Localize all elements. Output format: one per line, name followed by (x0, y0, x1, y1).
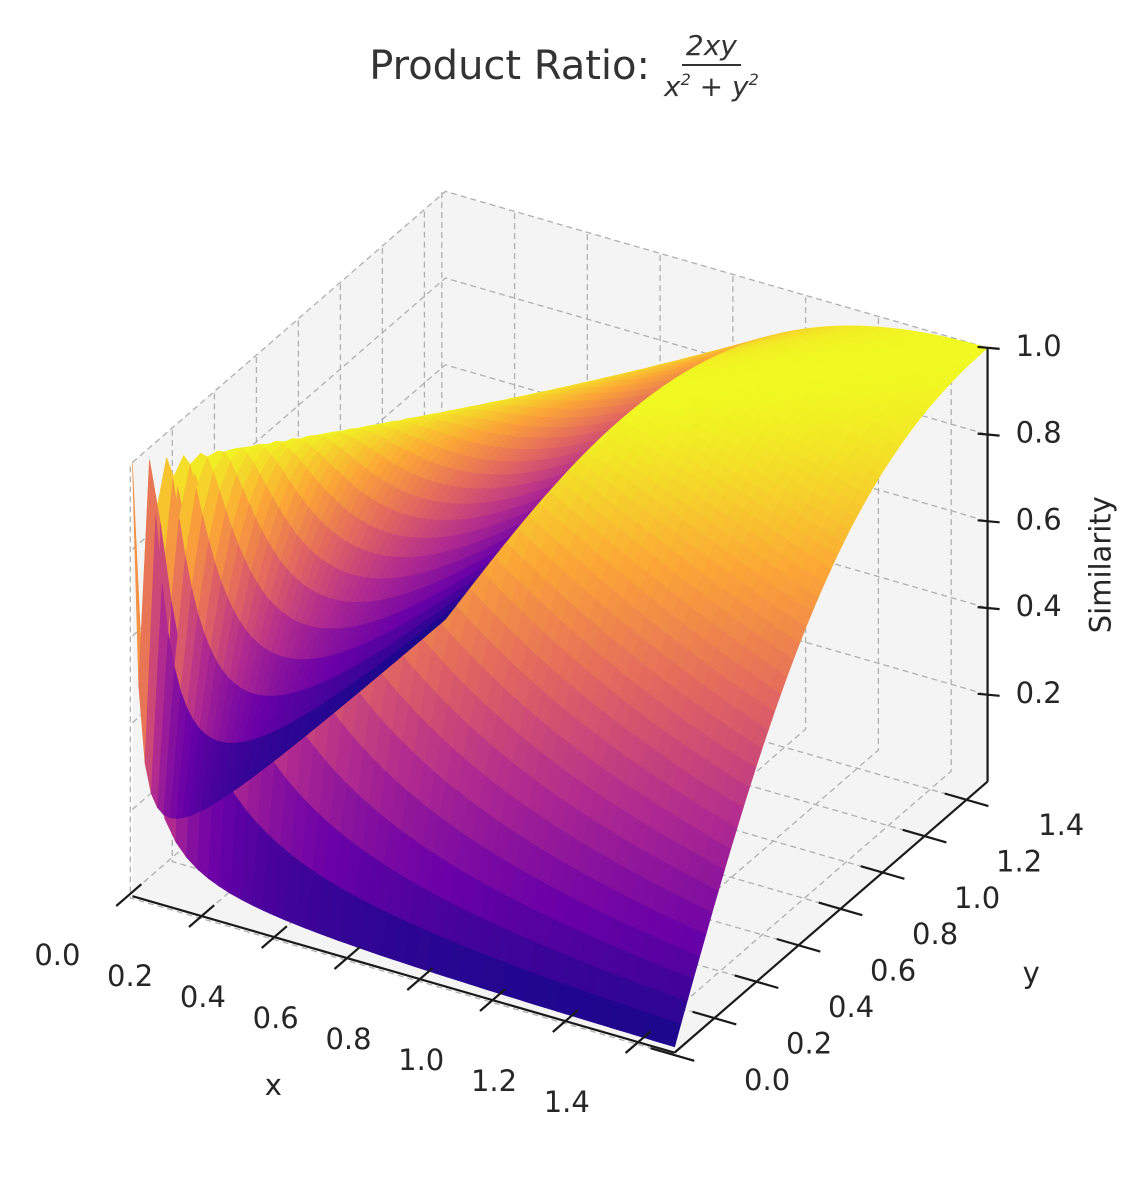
x-tick-mark (188, 904, 215, 928)
surface-patch (218, 779, 237, 894)
y-tick-label: 1.4 (1038, 808, 1084, 842)
z-tick-label: 0.2 (1016, 676, 1062, 710)
y-tick-label: 1.2 (996, 845, 1042, 879)
formula-den-y-exp: 2 (748, 69, 759, 89)
formula-numerator: 2xy (681, 31, 741, 66)
y-tick-label: 0.2 (786, 1026, 832, 1060)
y-tick-mark (734, 974, 779, 990)
z-axis-label: Similarity (1084, 496, 1118, 633)
x-axis-label: x (265, 1068, 282, 1102)
y-tick-label: 1.0 (954, 881, 1000, 915)
y-tick-mark (818, 901, 863, 917)
gridline-z (131, 190, 988, 463)
x-tick-label: 0.8 (325, 1022, 371, 1056)
y-tick-mark (902, 828, 947, 844)
x-axis-line (132, 895, 675, 1054)
y-tick-label: 0.6 (870, 954, 916, 988)
chart-title-formula: 2xy x2 + y2 (664, 31, 759, 101)
chart-title: Product Ratio: 2xy x2 + y2 (0, 26, 1128, 106)
y-tick-mark (776, 937, 821, 953)
y-axis-label: y (1023, 956, 1040, 990)
z-tick-mark (977, 345, 1000, 350)
surface-patch (438, 604, 457, 625)
y-tick-mark (650, 1047, 695, 1062)
x-tick-mark (406, 967, 434, 991)
x-tick-mark (479, 988, 506, 1012)
z-tick-label: 0.6 (1016, 502, 1062, 536)
z-tick-label: 0.8 (1016, 416, 1062, 450)
x-tick-label: 1.2 (471, 1064, 517, 1098)
z-tick-mark (977, 519, 1000, 524)
z-tick-mark (977, 606, 1000, 611)
formula-den-plus: + (690, 69, 733, 103)
chart-title-prefix: Product Ratio: (369, 43, 650, 89)
y-tick-label: 0.0 (744, 1063, 790, 1097)
x-tick-mark (624, 1030, 652, 1054)
formula-denominator: x2 + y2 (664, 66, 759, 101)
x-tick-mark (115, 883, 143, 907)
formula-den-y: y (732, 69, 749, 103)
x-tick-label: 0.0 (34, 938, 80, 972)
x-tick-label: 1.0 (398, 1043, 444, 1077)
y-tick-label: 0.4 (828, 990, 874, 1024)
formula-den-x-exp: 2 (680, 69, 691, 89)
gridline-x (637, 337, 952, 1043)
x-tick-label: 0.2 (107, 959, 153, 993)
x-tick-label: 0.6 (253, 1001, 299, 1035)
y-tick-mark (860, 865, 905, 880)
y-tick-label: 0.8 (912, 917, 958, 951)
gridline-y (129, 464, 673, 1056)
x-tick-mark (260, 925, 288, 949)
y-axis-line (673, 780, 989, 1054)
x-tick-label: 1.4 (544, 1085, 590, 1119)
y-tick-mark (692, 1010, 737, 1026)
y-tick-mark (944, 792, 989, 808)
x-tick-mark (552, 1009, 579, 1033)
z-tick-mark (977, 692, 1000, 697)
x-tick-label: 0.4 (180, 980, 226, 1014)
z-tick-mark (977, 432, 1000, 437)
formula-den-x: x (663, 69, 681, 103)
z-tick-label: 1.0 (1016, 329, 1062, 363)
x-tick-mark (333, 946, 361, 970)
z-tick-label: 0.4 (1016, 589, 1062, 623)
